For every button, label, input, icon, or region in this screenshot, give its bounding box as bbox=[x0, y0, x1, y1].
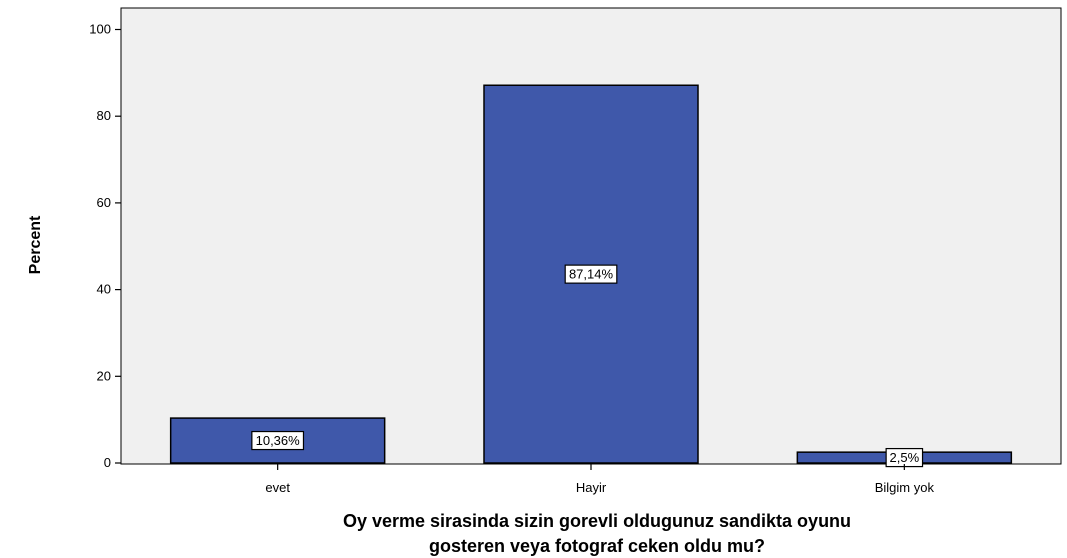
x-category-label: evet bbox=[265, 480, 290, 495]
x-category-label: Bilgim yok bbox=[875, 480, 935, 495]
data-label-box: 2,5% bbox=[885, 447, 924, 468]
bars-group: 10,36% 87,14% 2,5% bbox=[169, 84, 1013, 468]
data-label-box: 10,36% bbox=[251, 430, 305, 451]
data-label: 87,14% bbox=[569, 267, 614, 282]
y-tick-label: 100 bbox=[89, 22, 111, 37]
data-label: 10,36% bbox=[256, 433, 301, 448]
data-label-bg bbox=[564, 264, 618, 284]
y-axis-title: Percent bbox=[27, 215, 44, 274]
y-tick-label: 80 bbox=[97, 108, 111, 123]
y-tick-label: 20 bbox=[97, 368, 111, 383]
x-category-label: Hayir bbox=[576, 480, 607, 495]
data-label: 2,5% bbox=[890, 450, 920, 465]
data-label-bg bbox=[251, 430, 305, 451]
x-axis: evet Hayir Bilgim yok bbox=[265, 464, 934, 495]
data-label-box: 87,14% bbox=[564, 264, 618, 284]
x-axis-title-line-2: gosteren veya fotograf ceken oldu mu? bbox=[429, 536, 765, 556]
y-axis: 0 20 40 60 80 100 bbox=[89, 22, 121, 470]
x-axis-title-line-1: Oy verme sirasinda sizin gorevli oldugun… bbox=[343, 511, 851, 531]
y-tick-label: 60 bbox=[97, 195, 111, 210]
y-tick-label: 40 bbox=[97, 282, 111, 297]
y-tick-label: 0 bbox=[104, 455, 111, 470]
